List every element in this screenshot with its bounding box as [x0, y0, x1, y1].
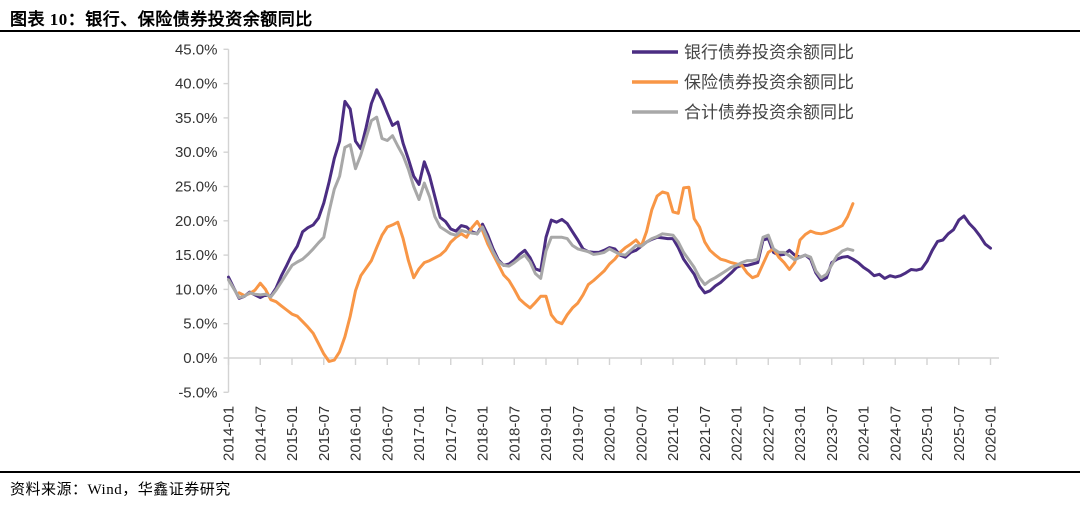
x-axis-label: 2019-01	[538, 406, 555, 461]
x-axis-label: 2016-07	[379, 406, 396, 461]
x-axis-label: 2018-01	[475, 406, 492, 461]
x-axis-label: 2017-07	[443, 406, 460, 461]
legend-label-0: 银行债券投资余额同比	[684, 43, 854, 62]
x-axis-label: 2015-01	[284, 406, 301, 461]
series-line-2	[227, 115, 855, 300]
x-axis-label: 2022-01	[729, 406, 746, 461]
y-axis-label: 0.0%	[183, 350, 217, 367]
y-axis-label: 5.0%	[183, 316, 217, 333]
legend-label-1: 保险债券投资余额同比	[684, 73, 854, 92]
x-axis-label: 2015-07	[316, 406, 333, 461]
series-line-1	[237, 185, 855, 363]
footer-rule	[0, 471, 1080, 473]
series-line-0	[227, 88, 992, 300]
y-axis-label: 15.0%	[175, 247, 218, 264]
line-chart: 45.0% 40.0% 35.0% 30.0% 25.0% 20.0% 15.0% 10.0%…	[175, 41, 1000, 461]
y-axis-label: 30.0%	[175, 144, 218, 161]
x-axis-label: 2021-07	[697, 406, 714, 461]
title-underline	[0, 30, 1080, 32]
x-axis-label: 2020-01	[602, 406, 619, 461]
x-axis-label: 2017-01	[411, 406, 428, 461]
y-axis-label: 25.0%	[175, 179, 218, 196]
x-axis-label: 2019-07	[570, 406, 587, 461]
x-axis-label: 2024-07	[887, 406, 904, 461]
y-axis-label: 45.0%	[175, 41, 218, 58]
x-axis-label: 2025-07	[951, 406, 968, 461]
x-axis-label: 2023-07	[824, 406, 841, 461]
x-axis-label: 2016-01	[348, 406, 365, 461]
legend-label-2: 合计债券投资余额同比	[684, 103, 854, 122]
x-axis-label: 2024-01	[856, 406, 873, 461]
y-axis-label: 35.0%	[175, 110, 218, 127]
x-axis-label: 2014-07	[252, 406, 269, 461]
source-note: 资料来源：Wind，华鑫证券研究	[10, 482, 231, 498]
y-axis-label: 10.0%	[175, 281, 218, 298]
y-axis-label: 20.0%	[175, 213, 218, 230]
chart-area: 45.0% 40.0% 35.0% 30.0% 25.0% 20.0% 15.0% 10.0%…	[0, 32, 1080, 468]
x-axis-label: 2023-01	[792, 406, 809, 461]
x-axis-label: 2026-01	[983, 406, 1000, 461]
x-axis-label: 2022-07	[760, 406, 777, 461]
y-axis-label: 40.0%	[175, 76, 218, 93]
y-axis-label: -5.0%	[178, 384, 217, 401]
x-axis-label: 2021-01	[665, 406, 682, 461]
x-axis-label: 2020-07	[633, 406, 650, 461]
x-axis-label: 2014-01	[221, 406, 238, 461]
chart-title: 图表 10：银行、保险债券投资余额同比	[10, 10, 313, 29]
x-axis-label: 2025-01	[919, 406, 936, 461]
x-axis-label: 2018-07	[506, 406, 523, 461]
